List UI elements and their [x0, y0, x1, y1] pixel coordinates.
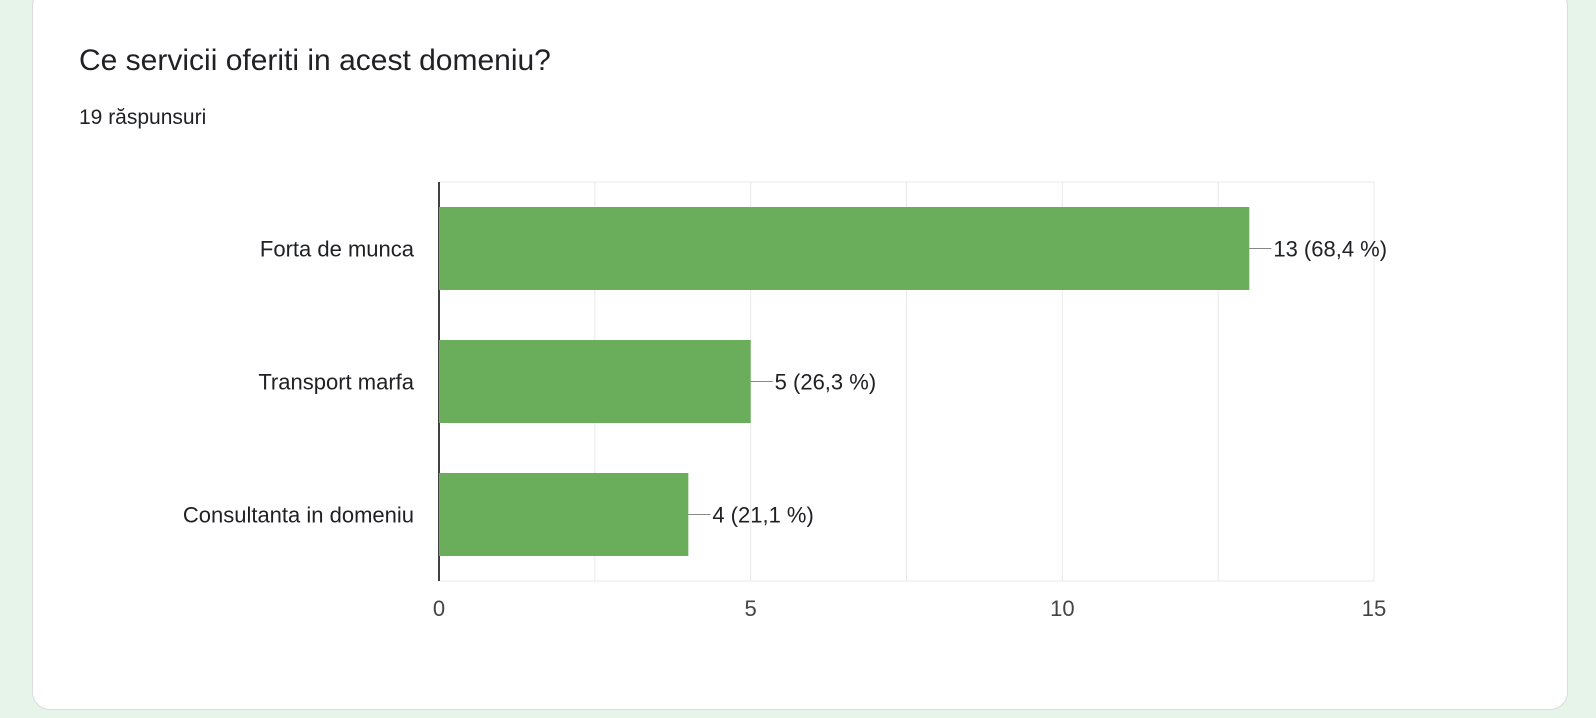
- bar[interactable]: [439, 473, 689, 556]
- chart-bars: [439, 207, 1250, 556]
- category-label: Transport marfa: [258, 370, 414, 395]
- bar[interactable]: [439, 340, 751, 423]
- response-count: 19 răspunsuri: [79, 106, 207, 129]
- category-label: Forta de munca: [260, 237, 415, 262]
- chart-card: [32, 0, 1568, 710]
- question-title: Ce servicii oferiti in acest domeniu?: [79, 44, 551, 77]
- x-tick-label: 10: [1050, 596, 1074, 621]
- category-label: Consultanta in domeniu: [183, 503, 414, 528]
- bar[interactable]: [439, 207, 1250, 290]
- x-tick-label: 15: [1362, 596, 1386, 621]
- x-tick-label: 5: [745, 596, 757, 621]
- chart-category-labels: Forta de munca Transport marfa Consultanta…: [183, 237, 415, 528]
- x-tick-label: 0: [433, 596, 445, 621]
- chart-data-labels: 13 (68,4 %) 5 (26,3 %) 4 (21,1 %): [688, 237, 1387, 528]
- data-label: 13 (68,4 %): [1273, 237, 1387, 262]
- data-label: 4 (21,1 %): [712, 503, 814, 528]
- data-label: 5 (26,3 %): [775, 370, 877, 395]
- chart-tick-labels: 0 5 10 15: [433, 596, 1386, 621]
